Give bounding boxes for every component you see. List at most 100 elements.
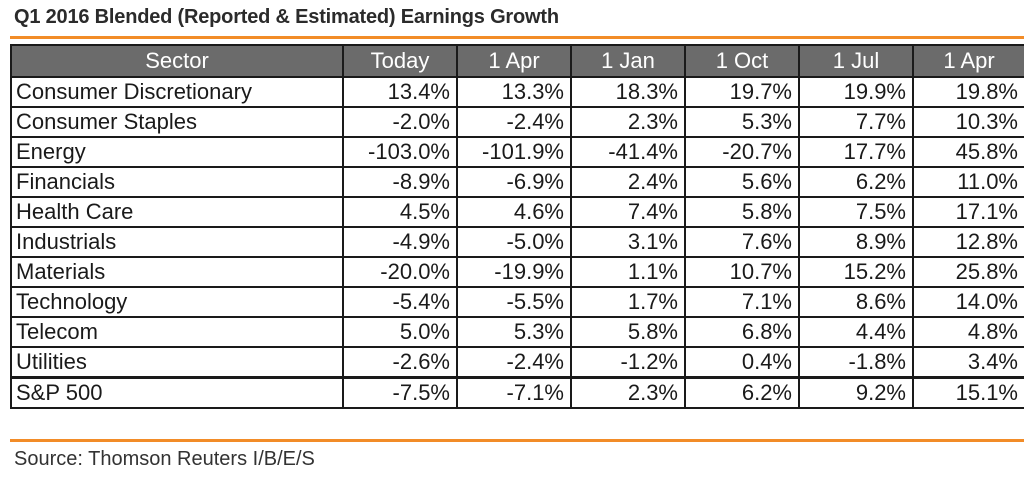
value-cell: 9.2% [798, 376, 914, 409]
value-cell: 11.0% [912, 166, 1024, 198]
value-cell: -7.5% [342, 376, 458, 409]
value-cell: 3.4% [912, 346, 1024, 379]
value-cell: 17.7% [798, 136, 914, 168]
column-header-sector: Sector [10, 44, 344, 78]
value-cell: 7.6% [684, 226, 800, 258]
earnings-table: Sector Today 1 Apr 1 Jan 1 Oct 1 Jul 1 Apr Con… [10, 44, 1024, 409]
value-cell: 4.5% [342, 196, 458, 228]
table-row: Health Care 4.5% 4.6% 7.4% 5.8% 7.5% 17.1% [10, 196, 1024, 228]
table-row: Utilities -2.6% -2.4% -1.2% 0.4% -1.8% 3.4% [10, 346, 1024, 379]
value-cell: 19.7% [684, 76, 800, 108]
table-row: Industrials -4.9% -5.0% 3.1% 7.6% 8.9% 12.8% [10, 226, 1024, 258]
column-header: 1 Oct [684, 44, 800, 78]
value-cell: -7.1% [456, 376, 572, 409]
value-cell: -2.6% [342, 346, 458, 379]
table-row: Energy -103.0% -101.9% -41.4% -20.7% 17.7% 45.… [10, 136, 1024, 168]
value-cell: -103.0% [342, 136, 458, 168]
value-cell: 7.4% [570, 196, 686, 228]
value-cell: 19.9% [798, 76, 914, 108]
value-cell: 5.3% [456, 316, 572, 348]
value-cell: -5.5% [456, 286, 572, 318]
value-cell: 12.8% [912, 226, 1024, 258]
value-cell: 13.3% [456, 76, 572, 108]
value-cell: 7.1% [684, 286, 800, 318]
sector-cell: Energy [10, 136, 344, 168]
value-cell: 4.4% [798, 316, 914, 348]
value-cell: 5.6% [684, 166, 800, 198]
column-header: 1 Apr [912, 44, 1024, 78]
value-cell: 3.1% [570, 226, 686, 258]
value-cell: 2.3% [570, 376, 686, 409]
header-row: Sector Today 1 Apr 1 Jan 1 Oct 1 Jul 1 Apr [10, 44, 1024, 78]
value-cell: -2.4% [456, 106, 572, 138]
sector-cell: Financials [10, 166, 344, 198]
value-cell: 4.6% [456, 196, 572, 228]
value-cell: -20.7% [684, 136, 800, 168]
value-cell: 8.6% [798, 286, 914, 318]
source-note: Source: Thomson Reuters I/B/E/S [14, 448, 315, 470]
column-header: 1 Jan [570, 44, 686, 78]
chart-title: Q1 2016 Blended (Reported & Estimated) E… [14, 6, 559, 28]
table-row: Materials -20.0% -19.9% 1.1% 10.7% 15.2% 25.8% [10, 256, 1024, 288]
sector-cell: Industrials [10, 226, 344, 258]
value-cell: 25.8% [912, 256, 1024, 288]
value-cell: 7.7% [798, 106, 914, 138]
value-cell: -5.0% [456, 226, 572, 258]
table-row: Consumer Discretionary 13.4% 13.3% 18.3% 19.… [10, 76, 1024, 108]
value-cell: 14.0% [912, 286, 1024, 318]
value-cell: 2.4% [570, 166, 686, 198]
value-cell: -41.4% [570, 136, 686, 168]
value-cell: -1.2% [570, 346, 686, 379]
value-cell: 5.0% [342, 316, 458, 348]
table-row: Financials -8.9% -6.9% 2.4% 5.6% 6.2% 11.0% [10, 166, 1024, 198]
table-row: Consumer Staples -2.0% -2.4% 2.3% 5.3% 7.7% 10… [10, 106, 1024, 138]
value-cell: 15.1% [912, 376, 1024, 409]
value-cell: 5.8% [570, 316, 686, 348]
value-cell: 13.4% [342, 76, 458, 108]
value-cell: 0.4% [684, 346, 800, 379]
value-cell: -6.9% [456, 166, 572, 198]
value-cell: 10.7% [684, 256, 800, 288]
value-cell: 1.1% [570, 256, 686, 288]
value-cell: 15.2% [798, 256, 914, 288]
value-cell: 17.1% [912, 196, 1024, 228]
sector-cell: S&P 500 [10, 376, 344, 409]
value-cell: -1.8% [798, 346, 914, 379]
value-cell: 45.8% [912, 136, 1024, 168]
value-cell: 2.3% [570, 106, 686, 138]
value-cell: 19.8% [912, 76, 1024, 108]
value-cell: -4.9% [342, 226, 458, 258]
table-body: Consumer Discretionary 13.4% 13.3% 18.3% 19.… [10, 76, 1024, 409]
value-cell: 6.2% [684, 376, 800, 409]
sector-cell: Consumer Discretionary [10, 76, 344, 108]
value-cell: 6.2% [798, 166, 914, 198]
total-row: S&P 500 -7.5% -7.1% 2.3% 6.2% 9.2% 15.1% [10, 376, 1024, 409]
column-header: Today [342, 44, 458, 78]
value-cell: 8.9% [798, 226, 914, 258]
value-cell: 5.3% [684, 106, 800, 138]
sector-cell: Consumer Staples [10, 106, 344, 138]
table-row: Telecom 5.0% 5.3% 5.8% 6.8% 4.4% 4.8% [10, 316, 1024, 348]
value-cell: 10.3% [912, 106, 1024, 138]
value-cell: 7.5% [798, 196, 914, 228]
value-cell: -2.4% [456, 346, 572, 379]
sector-cell: Utilities [10, 346, 344, 379]
value-cell: 6.8% [684, 316, 800, 348]
value-cell: -5.4% [342, 286, 458, 318]
title-rule [10, 36, 1024, 39]
value-cell: -2.0% [342, 106, 458, 138]
value-cell: 4.8% [912, 316, 1024, 348]
value-cell: -19.9% [456, 256, 572, 288]
sector-cell: Telecom [10, 316, 344, 348]
bottom-rule [10, 439, 1024, 442]
column-header: 1 Apr [456, 44, 572, 78]
value-cell: -8.9% [342, 166, 458, 198]
table-row: Technology -5.4% -5.5% 1.7% 7.1% 8.6% 14.0% [10, 286, 1024, 318]
column-header: 1 Jul [798, 44, 914, 78]
value-cell: 5.8% [684, 196, 800, 228]
value-cell: -20.0% [342, 256, 458, 288]
value-cell: 1.7% [570, 286, 686, 318]
sector-cell: Materials [10, 256, 344, 288]
value-cell: -101.9% [456, 136, 572, 168]
value-cell: 18.3% [570, 76, 686, 108]
